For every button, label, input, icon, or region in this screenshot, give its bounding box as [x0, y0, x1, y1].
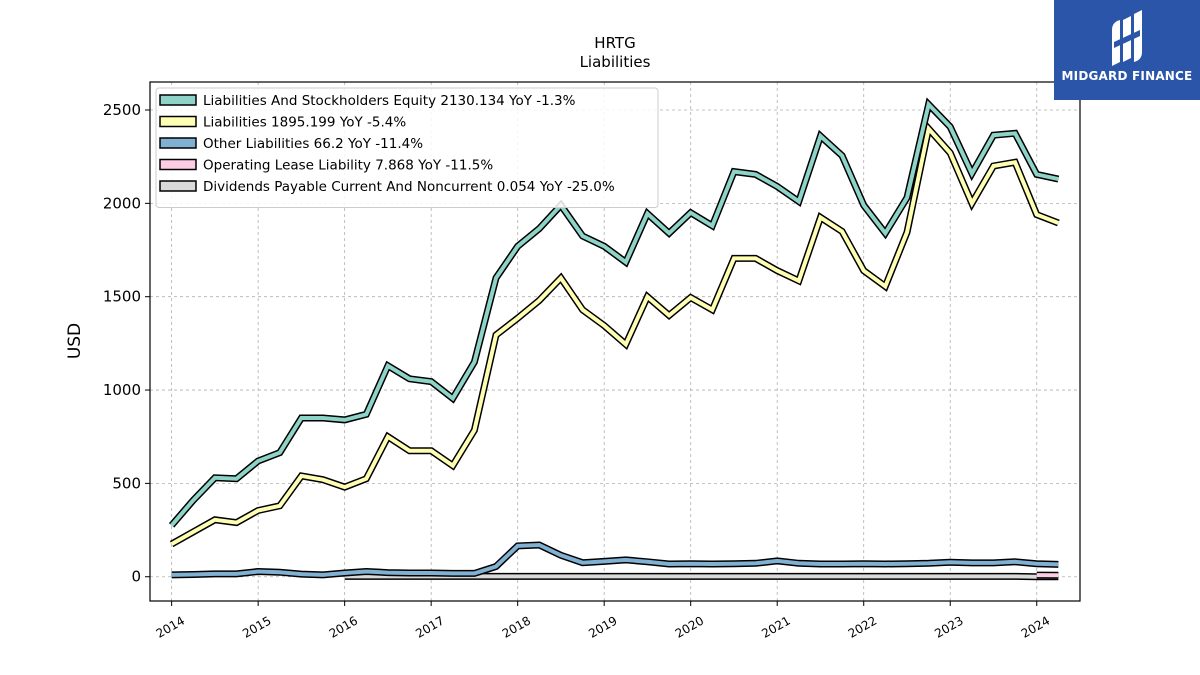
chart-title: HRTG — [594, 34, 635, 52]
x-tick-label: 2014 — [154, 613, 187, 640]
brand-logo: MIDGARD FINANCE — [1054, 0, 1200, 100]
legend-swatch-liabilities-and-stockholders-equity — [159, 94, 197, 106]
legend-swatch-operating-lease-liability — [159, 158, 197, 171]
legend-label-liabilities-and-stockholders-equity: Liabilities And Stockholders Equity 2130… — [203, 93, 576, 109]
legend-swatch-other-liabilities — [159, 137, 197, 149]
midgard-logo-icon — [1112, 10, 1142, 66]
series-line-liabilities — [170, 124, 1060, 546]
x-tick-label: 2018 — [500, 613, 533, 640]
legend-label-operating-lease-liability: Operating Lease Liability 7.868 YoY -11.… — [203, 158, 493, 174]
legend-label-dividends-payable-current-and-noncurrent: Dividends Payable Current And Noncurrent… — [203, 179, 615, 195]
y-tick-label: 500 — [112, 474, 141, 492]
y-tick-label: 2000 — [103, 194, 141, 212]
legend-label-liabilities: Liabilities 1895.199 YoY -5.4% — [203, 115, 406, 131]
y-tick-label: 0 — [131, 568, 141, 586]
x-tick-label: 2015 — [240, 613, 273, 640]
y-tick-label: 2500 — [103, 101, 141, 119]
x-tick-label: 2024 — [1019, 613, 1052, 640]
series-line-other-liabilities — [171, 542, 1059, 577]
brand-name: MIDGARD FINANCE — [1061, 69, 1193, 83]
x-tick-label: 2019 — [586, 613, 619, 640]
legend-swatch-dividends-payable-current-and-noncurrent — [159, 180, 197, 192]
y-tick-label: 1000 — [103, 381, 141, 399]
x-tick-label: 2020 — [673, 613, 706, 640]
x-tick-label: 2023 — [932, 613, 965, 640]
chart-subtitle: Liabilities — [580, 53, 651, 71]
x-tick-label: 2017 — [413, 613, 446, 640]
legend-box — [155, 87, 659, 208]
series-layer — [168, 97, 1060, 581]
plot-frame — [149, 81, 1081, 602]
x-tick-label: 2016 — [327, 613, 360, 640]
legend-swatch-liabilities — [159, 115, 197, 128]
y-axis-label: USD — [65, 323, 85, 359]
x-tick-label: 2021 — [759, 613, 792, 640]
series-line-liabilities-and-stockholders-equity — [170, 100, 1059, 527]
legend-label-other-liabilities: Other Liabilities 66.2 YoY -11.4% — [203, 136, 423, 152]
legend: Liabilities And Stockholders Equity 2130… — [155, 87, 659, 208]
y-tick-label: 1500 — [103, 288, 141, 306]
x-tick-label: 2022 — [846, 613, 879, 640]
